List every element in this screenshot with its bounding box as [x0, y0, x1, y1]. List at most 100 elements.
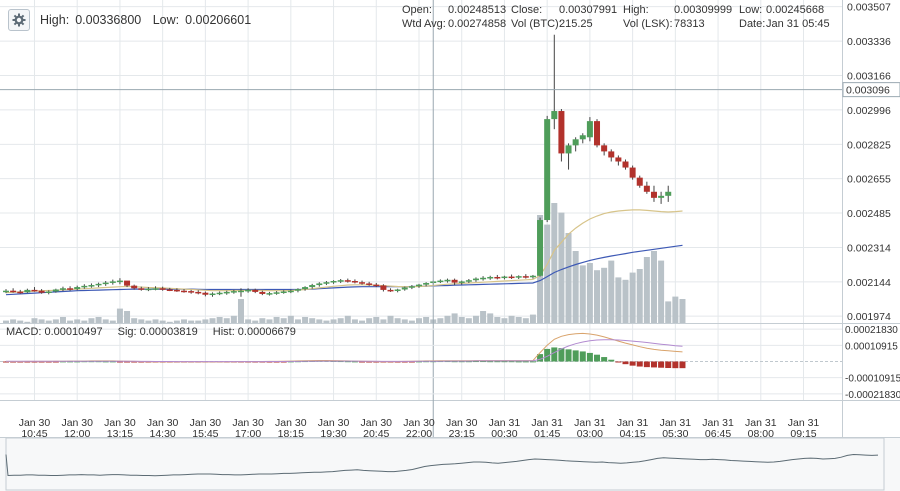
- macd-hist-bar-negative: [679, 361, 686, 369]
- x-axis-time-label: 00:30: [491, 428, 517, 440]
- candle-up: [245, 289, 252, 292]
- candle-up: [487, 276, 494, 279]
- candle-down: [636, 177, 643, 186]
- macd-hist-bar-negative: [280, 361, 287, 363]
- volume-bar: [558, 212, 565, 323]
- candle-down: [451, 279, 458, 283]
- macd-hist-bar-negative: [643, 361, 650, 368]
- y-axis-tick-label: 0.002825: [847, 139, 891, 151]
- high-value: 0.00309999: [674, 4, 733, 16]
- candle-down: [558, 111, 565, 154]
- candle-down: [508, 276, 515, 279]
- volume-bar: [380, 319, 387, 323]
- candle-up: [237, 290, 244, 293]
- candle-down: [159, 288, 166, 290]
- volume-bar: [622, 279, 629, 323]
- candle-down: [359, 282, 366, 284]
- candle-down: [387, 289, 394, 292]
- volume-bar: [337, 318, 344, 323]
- volume-bar: [544, 224, 551, 323]
- summary-low-label: Low:: [152, 13, 180, 27]
- x-axis-time-label: 08:00: [748, 428, 774, 440]
- volume-bar: [152, 319, 159, 323]
- candle-up: [316, 283, 323, 286]
- volume-bar: [366, 318, 373, 323]
- x-axis-date-label: Jan 30: [275, 417, 307, 429]
- volume-bar: [672, 296, 679, 323]
- candle-down: [351, 281, 358, 283]
- y-axis-tick-label: 0.002314: [847, 242, 891, 254]
- volume-bar: [10, 319, 17, 323]
- candle-up: [266, 293, 273, 295]
- chart-settings-button[interactable]: [8, 9, 30, 31]
- candle-down: [601, 145, 608, 152]
- volume-bar: [615, 277, 622, 323]
- volume-bar: [266, 319, 273, 323]
- volume-bar: [594, 270, 601, 323]
- macd-hist-bar-negative: [359, 361, 366, 363]
- y-axis-tick-label: 0.003336: [847, 36, 891, 48]
- volume-bar: [259, 318, 266, 323]
- candle-down: [252, 289, 259, 292]
- macd-hist-bar-negative: [650, 361, 657, 368]
- date-value: Jan 31 05:45: [766, 18, 830, 30]
- macd-hist-bar-negative: [636, 361, 643, 367]
- volume-bar: [608, 260, 615, 323]
- macd-hist-bar-positive: [579, 351, 586, 362]
- volume-bar: [508, 315, 515, 323]
- x-axis-date-label: Jan 30: [104, 417, 136, 429]
- candle-up: [273, 292, 280, 294]
- candle-up: [337, 280, 344, 282]
- volume-bar: [586, 263, 593, 323]
- volume-bar: [302, 317, 309, 323]
- x-axis-date-label: Jan 30: [232, 417, 264, 429]
- candle-down: [615, 157, 622, 162]
- candle-up: [223, 291, 230, 294]
- candle-down: [494, 276, 501, 279]
- volume-bar: [401, 319, 408, 323]
- volume-bar: [252, 320, 259, 323]
- candle-up: [209, 293, 216, 296]
- macd-hist-bar-positive: [465, 361, 472, 363]
- candle-up: [480, 277, 487, 280]
- macd-hist-bar-positive: [416, 361, 422, 363]
- macd-hist-bar-positive: [508, 361, 515, 363]
- volume-bar: [501, 318, 508, 323]
- candle-up: [423, 283, 430, 285]
- macd-hist-bar-positive: [74, 361, 81, 363]
- x-axis-time-label: 03:00: [577, 428, 603, 440]
- signal-line: [6, 339, 683, 363]
- macd-hist-bar-positive: [515, 361, 522, 363]
- macd-hist-bar-positive: [88, 361, 95, 363]
- candle-up: [537, 220, 544, 276]
- volume-bar: [81, 320, 88, 323]
- volume-bar: [351, 319, 358, 323]
- candle-up: [302, 287, 309, 290]
- macd-hist-bar-positive: [586, 352, 593, 362]
- volume-bar: [323, 320, 330, 323]
- macd-axis-tick-label: 0.00021830: [845, 325, 898, 336]
- gear-icon: [12, 13, 26, 27]
- candle-up: [102, 282, 109, 285]
- x-axis-date-label: Jan 30: [190, 417, 222, 429]
- wtd-avg-label: Wtd Avg:: [402, 18, 446, 30]
- candle-down: [31, 289, 38, 292]
- candle-down: [188, 291, 195, 293]
- high-label: High:: [623, 4, 649, 16]
- volume-bar: [579, 265, 586, 323]
- volume-bar: [294, 319, 301, 323]
- macd-hist-bar-positive: [344, 361, 351, 363]
- volume-bar: [102, 319, 109, 323]
- macd-hist-bar-negative: [273, 361, 280, 363]
- volume-bar: [565, 233, 572, 323]
- x-axis-time-label: 19:30: [320, 428, 346, 440]
- y-axis-tick-label: 0.003166: [847, 71, 891, 83]
- volume-bar: [202, 319, 209, 323]
- candle-up: [579, 135, 586, 140]
- candle-down: [124, 280, 131, 286]
- macd-hist-bar-positive: [537, 354, 544, 362]
- overview-price-line: [5, 453, 879, 477]
- candle-up: [52, 289, 59, 292]
